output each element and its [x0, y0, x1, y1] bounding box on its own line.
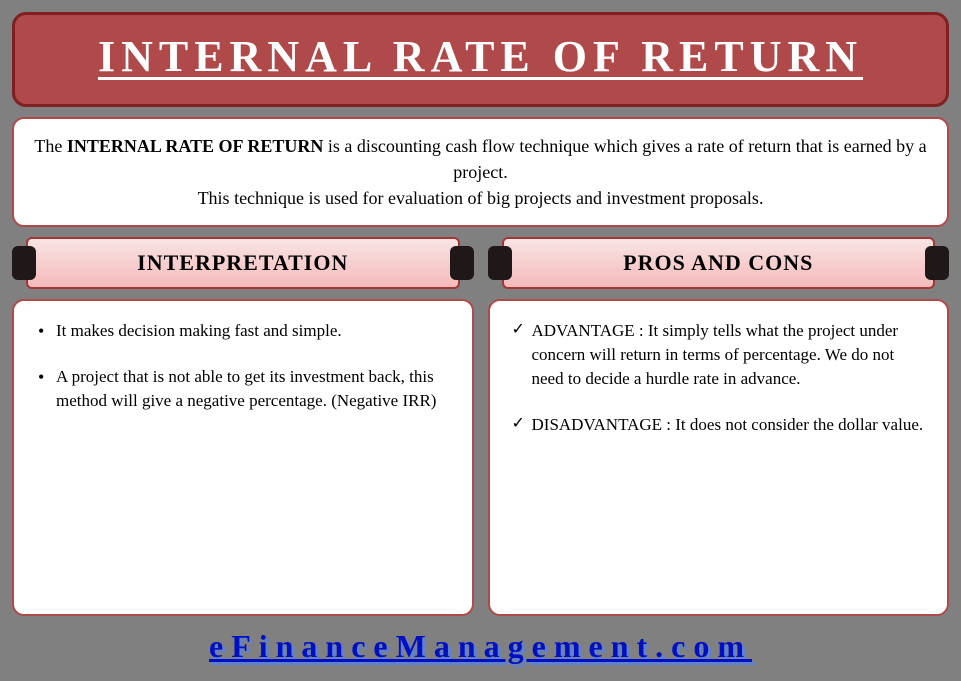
list-item: DISADVANTAGE : It does not consider the … [510, 413, 928, 437]
list-item: ADVANTAGE : It simply tells what the pro… [510, 319, 928, 390]
two-column-row: INTERPRETATION It makes decision making … [12, 237, 949, 616]
plaque-endcap-left-icon [488, 246, 512, 280]
list-item: A project that is not able to get its in… [34, 365, 452, 413]
page-title: INTERNAL RATE OF RETURN [35, 29, 926, 84]
footer-link[interactable]: eFinanceManagement.com [12, 626, 949, 669]
plaque-endcap-right-icon [450, 246, 474, 280]
left-header: INTERPRETATION [26, 237, 460, 289]
interpretation-list: It makes decision making fast and simple… [34, 319, 452, 412]
left-header-wrap: INTERPRETATION [12, 237, 474, 289]
footer-link-text: eFinanceManagement.com [209, 628, 752, 664]
left-content-box: It makes decision making fast and simple… [12, 299, 474, 616]
right-header: PROS AND CONS [502, 237, 936, 289]
definition-text: The INTERNAL RATE OF RETURN is a discoun… [34, 133, 927, 211]
right-column: PROS AND CONS ADVANTAGE : It simply tell… [488, 237, 950, 616]
title-box: INTERNAL RATE OF RETURN [12, 12, 949, 107]
def-pre: The [34, 136, 66, 156]
def-line2: This technique is used for evaluation of… [198, 188, 764, 208]
def-bold: INTERNAL RATE OF RETURN [67, 136, 324, 156]
definition-box: The INTERNAL RATE OF RETURN is a discoun… [12, 117, 949, 227]
list-item: It makes decision making fast and simple… [34, 319, 452, 343]
right-content-box: ADVANTAGE : It simply tells what the pro… [488, 299, 950, 616]
infographic-container: INTERNAL RATE OF RETURN The INTERNAL RAT… [12, 12, 949, 669]
def-post: is a discounting cash flow technique whi… [323, 136, 926, 182]
plaque-endcap-left-icon [12, 246, 36, 280]
pros-cons-list: ADVANTAGE : It simply tells what the pro… [510, 319, 928, 436]
left-column: INTERPRETATION It makes decision making … [12, 237, 474, 616]
right-header-wrap: PROS AND CONS [488, 237, 950, 289]
plaque-endcap-right-icon [925, 246, 949, 280]
